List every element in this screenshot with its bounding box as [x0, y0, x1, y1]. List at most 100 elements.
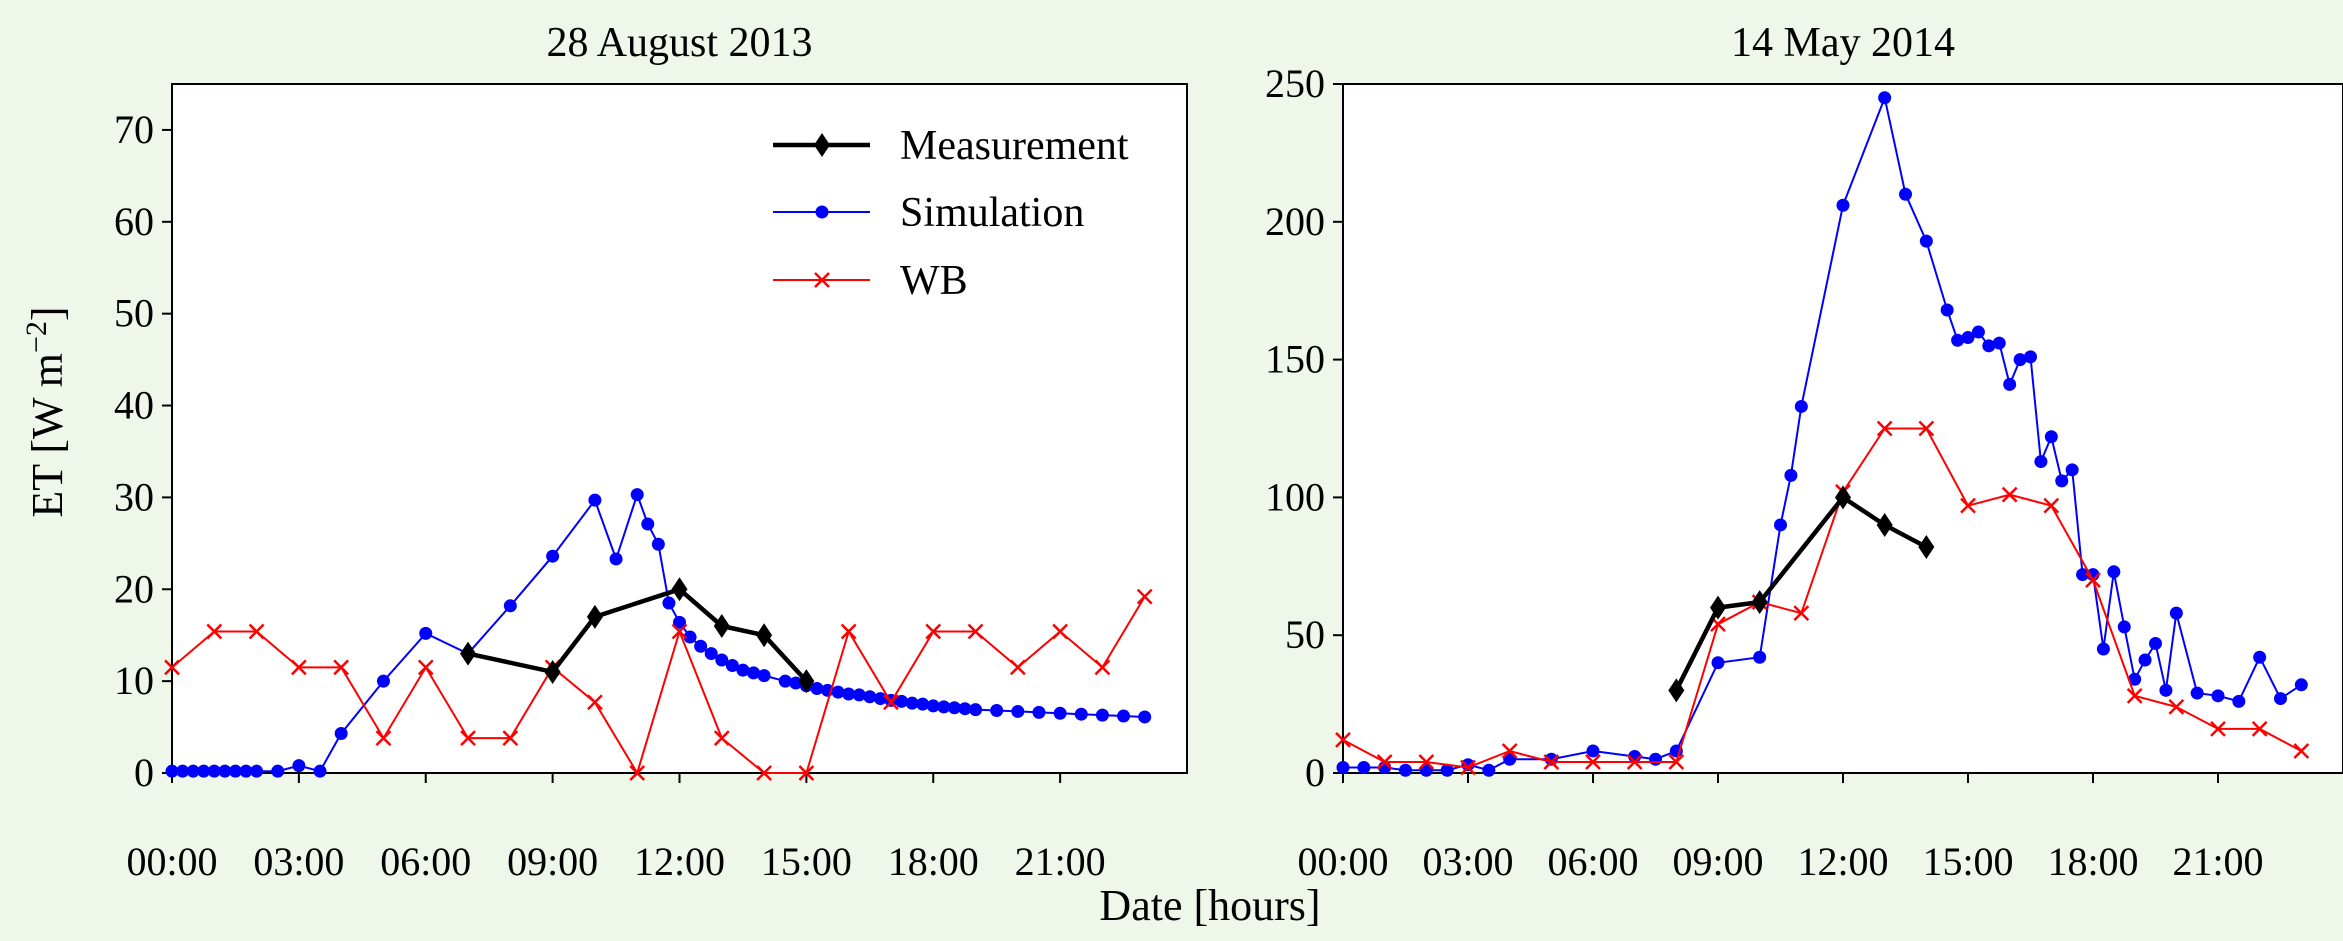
data-point: [671, 577, 688, 602]
data-point: [747, 666, 761, 680]
data-point: [2055, 474, 2069, 488]
data-point: [2138, 653, 2152, 667]
data-point: [1009, 659, 1026, 676]
data-point: [651, 537, 665, 551]
data-point: [2128, 672, 2142, 686]
data-point: [1399, 763, 1412, 777]
data-point: [883, 694, 899, 711]
data-point: [2001, 486, 2018, 503]
data-point: [713, 614, 730, 639]
data-point: [176, 764, 190, 778]
data-point: [1878, 91, 1892, 105]
data-point: [694, 639, 708, 653]
y-tick-label: 100: [1265, 474, 1325, 519]
data-point: [544, 659, 561, 684]
data-point: [756, 623, 773, 648]
data-point: [1876, 420, 1893, 437]
data-point: [2149, 636, 2162, 650]
legend-marker: [814, 272, 830, 288]
data-point: [1668, 678, 1685, 703]
data-point: [1138, 710, 1152, 724]
y-tick-label: 10: [114, 658, 154, 703]
plot-area: [171, 83, 1188, 774]
data-point: [1961, 331, 1975, 345]
data-point: [641, 517, 655, 531]
data-point: [2044, 430, 2058, 444]
data-point: [757, 669, 771, 683]
data-point: [840, 623, 857, 640]
y-tick-label: 250: [1265, 61, 1325, 106]
data-point: [1784, 468, 1798, 482]
data-point: [186, 764, 200, 778]
data-point: [1626, 754, 1643, 770]
series-line: [1674, 494, 1928, 692]
chart-title: 14 May 2014: [1731, 20, 1955, 66]
data-point: [1544, 752, 1558, 766]
x-tick-label: 18:00: [888, 839, 979, 884]
data-point: [683, 630, 697, 644]
data-point: [1032, 705, 1046, 719]
data-point: [1053, 706, 1067, 720]
data-point: [1753, 650, 1767, 664]
data-point: [958, 702, 972, 716]
x-tick-label: 09:00: [1672, 839, 1763, 884]
data-point: [1503, 752, 1517, 766]
y-axis-label-main: ET [W m: [23, 353, 72, 518]
data-point: [629, 765, 646, 781]
series-line: [1342, 427, 2302, 769]
data-point: [1992, 336, 2006, 350]
data-point: [333, 659, 350, 676]
x-tick-label: 21:00: [1015, 839, 1106, 884]
x-tick-label: 15:00: [761, 839, 852, 884]
data-point: [798, 765, 815, 781]
x-tick-label: 18:00: [2047, 839, 2138, 884]
data-point: [967, 623, 984, 640]
data-point: [1440, 763, 1454, 777]
data-point: [630, 488, 644, 502]
data-point: [586, 604, 603, 629]
series-measurement-left: [460, 577, 815, 694]
x-tick-label: 12:00: [634, 839, 725, 884]
data-point: [460, 730, 476, 746]
data-point: [334, 726, 348, 740]
data-point: [789, 676, 803, 690]
series-simulation-left: [165, 488, 1152, 778]
data-point: [1918, 535, 1935, 560]
data-point: [503, 599, 517, 613]
data-point: [1960, 497, 1976, 514]
data-point: [292, 759, 306, 773]
y-tick-label: 50: [114, 291, 154, 336]
data-point: [207, 764, 221, 778]
data-point: [873, 692, 887, 706]
data-point: [1751, 590, 1768, 615]
data-point: [2190, 686, 2204, 700]
y-axis-label-end: ]: [23, 306, 72, 321]
data-point: [831, 685, 845, 699]
data-point: [1336, 760, 1350, 774]
data-point: [736, 663, 750, 677]
data-point: [1711, 656, 1725, 670]
data-point: [2294, 678, 2308, 692]
chart-title: 28 August 2013: [546, 20, 812, 66]
legend-item: WB: [773, 258, 968, 304]
data-point: [502, 730, 519, 746]
data-point: [375, 730, 392, 746]
y-axis-label-exponent: −2: [20, 321, 53, 353]
data-point: [925, 623, 942, 640]
y-tick-label: 70: [114, 107, 154, 152]
data-point: [926, 699, 940, 713]
data-point: [1095, 708, 1109, 722]
data-point: [2043, 497, 2060, 514]
data-point: [1668, 754, 1685, 770]
data-point: [587, 694, 603, 711]
data-point: [419, 626, 433, 640]
data-point: [1052, 623, 1069, 640]
data-point: [417, 659, 434, 676]
data-point: [2107, 565, 2121, 579]
data-point: [715, 653, 729, 667]
x-tick-label: 15:00: [1922, 839, 2013, 884]
data-point: [165, 764, 179, 778]
data-point: [206, 623, 223, 640]
